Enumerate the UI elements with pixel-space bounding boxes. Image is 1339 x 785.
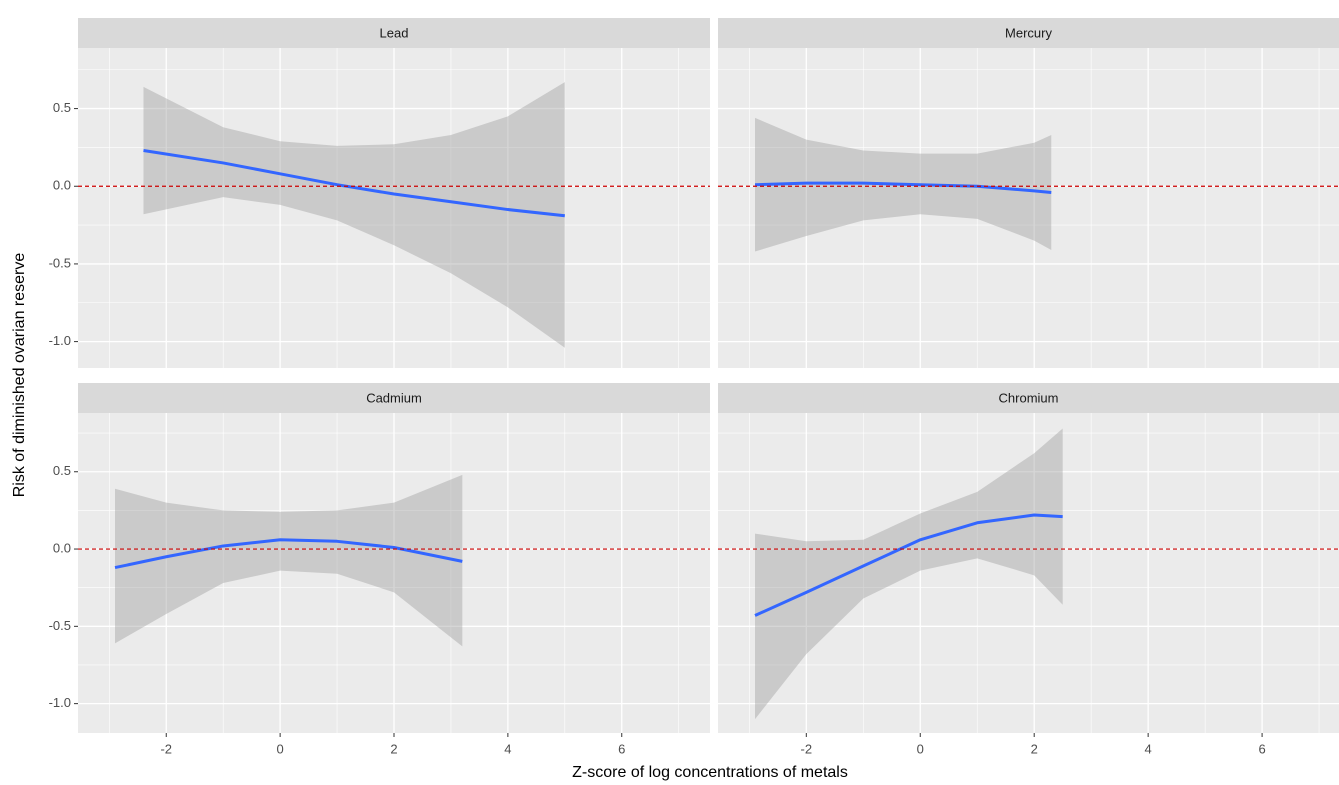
x-tick-label: 4 [504,741,511,756]
fit-line [754,181,1052,194]
panel-title: Mercury [1005,25,1052,40]
x-tick-label: 2 [390,741,397,756]
y-tick-label: -0.5 [49,618,71,633]
x-tick-label: 0 [277,741,284,756]
x-tick-label: -2 [160,741,172,756]
strip [78,383,710,413]
x-tick-label: 6 [618,741,625,756]
confidence-band [115,474,463,647]
x-tick-label: 0 [917,741,924,756]
panel-title: Cadmium [366,390,422,405]
strip [718,18,1339,48]
y-tick-label: -1.0 [49,333,71,348]
panel-title: Lead [380,25,409,40]
fit-line [143,149,565,218]
x-axis-label: Z-score of log concentrations of metals [572,764,848,781]
y-axis-label: Risk of diminished ovarian reserve [11,253,28,498]
strip [718,383,1339,413]
fit-line [114,538,463,570]
confidence-band [143,82,565,348]
panel-background [718,48,1339,368]
panel-title: Chromium [999,390,1059,405]
strip [78,18,710,48]
fit-line [754,513,1063,617]
panel-background [718,413,1339,733]
x-tick-label: 6 [1258,741,1265,756]
y-tick-label: 0.0 [53,178,71,193]
x-tick-label: -2 [801,741,813,756]
y-tick-label: 0.0 [53,540,71,555]
x-tick-label: 4 [1145,741,1152,756]
confidence-band [755,428,1063,720]
y-tick-label: -1.0 [49,695,71,710]
y-tick-label: -0.5 [49,255,71,270]
y-tick-label: 0.5 [53,100,71,115]
x-tick-label: 2 [1031,741,1038,756]
y-tick-label: 0.5 [53,463,71,478]
